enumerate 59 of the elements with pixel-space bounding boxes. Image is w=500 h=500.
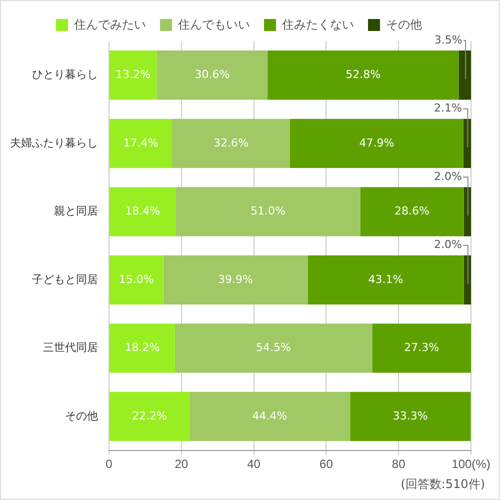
bar xyxy=(176,187,360,236)
bar xyxy=(458,50,471,100)
legend-label: 住んでみたい xyxy=(73,17,146,32)
data-label: 32.6% xyxy=(214,136,248,150)
bar xyxy=(172,118,290,168)
bar xyxy=(156,50,268,100)
y-tick-label: 子どもと同居 xyxy=(32,274,98,286)
bar xyxy=(308,255,464,305)
legend-label: 住んでもいい xyxy=(177,17,250,32)
x-tick-label: 60 xyxy=(320,457,334,472)
data-label: 22.2% xyxy=(132,409,167,422)
bar xyxy=(110,255,164,305)
data-label: 3.5% xyxy=(434,33,462,46)
data-label: 47.9% xyxy=(359,136,394,150)
text: (回答数:510件) xyxy=(400,476,485,493)
x-tick-label: 80 xyxy=(392,457,406,472)
y-tick-label: 三世代同居 xyxy=(43,341,98,354)
bar xyxy=(110,50,157,100)
bar xyxy=(163,255,308,305)
data-label: 15.0% xyxy=(118,272,154,286)
bar xyxy=(110,187,176,236)
y-tick-label: ひとり暮らし xyxy=(32,68,98,82)
bar xyxy=(174,324,372,373)
data-label: 18.2% xyxy=(124,341,160,354)
bar xyxy=(372,324,471,373)
x-tick-label: 0 xyxy=(106,457,113,472)
legend-label: その他 xyxy=(386,17,422,32)
data-label: 27.3% xyxy=(404,341,440,354)
y-tick-label: 親と同居 xyxy=(54,204,98,218)
bar xyxy=(350,392,471,442)
data-label: 28.6% xyxy=(394,204,430,218)
data-label: 2.0% xyxy=(434,170,462,183)
bar xyxy=(110,392,190,442)
data-label: 13.2% xyxy=(116,68,151,81)
y-tick-label: その他 xyxy=(65,410,98,422)
data-label: 54.5% xyxy=(256,341,292,354)
bar xyxy=(110,324,175,373)
data-label: 43.1% xyxy=(368,272,404,286)
data-label: 30.6% xyxy=(194,68,230,81)
legend-label: 住みたくない xyxy=(281,17,354,32)
x-tick-label: 40 xyxy=(247,457,261,472)
data-label: 17.4% xyxy=(123,136,158,150)
bar xyxy=(463,118,471,168)
x-tick-label: 20 xyxy=(174,457,188,472)
x-tick-label: 100(%) xyxy=(452,457,490,472)
bar xyxy=(268,50,459,100)
data-label: 52.8% xyxy=(346,68,381,81)
y-tick-label: 夫婦ふたり暮らし xyxy=(10,136,98,150)
data-label: 39.9% xyxy=(218,272,253,286)
bar xyxy=(110,118,172,168)
data-label: 2.1% xyxy=(434,102,462,115)
data-label: 2.0% xyxy=(434,238,462,252)
bar xyxy=(360,187,464,236)
data-label: 51.0% xyxy=(250,204,286,218)
data-label: 33.3% xyxy=(392,409,428,422)
data-label: 44.4% xyxy=(252,409,288,422)
data-label: 18.4% xyxy=(125,204,160,218)
bar xyxy=(189,392,350,442)
bar xyxy=(290,118,464,168)
